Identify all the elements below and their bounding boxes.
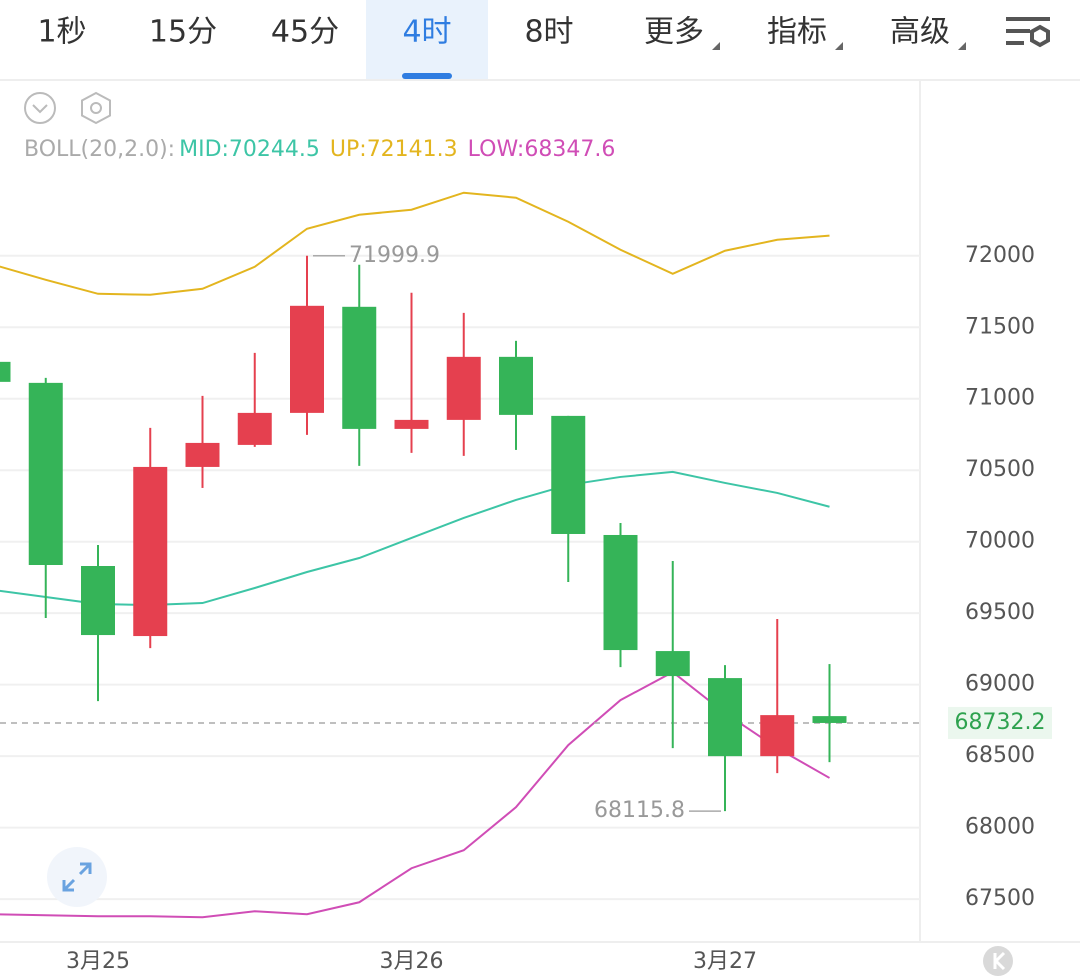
- boll-line: [0, 191, 830, 296]
- collapse-button[interactable]: [24, 92, 56, 124]
- candle-body: [28, 382, 63, 566]
- candle-body: [499, 356, 533, 415]
- arrow-shaft: [62, 878, 76, 892]
- tab-label: 8时: [524, 15, 573, 50]
- expand-button[interactable]: [47, 847, 107, 907]
- arrow-shaft: [78, 862, 92, 876]
- y-tick-label: 68000: [965, 815, 1035, 840]
- y-tick-label: 69500: [965, 600, 1035, 625]
- x-tick-label: 3月27: [693, 949, 757, 974]
- k-icon: [993, 951, 1006, 971]
- chevron: [32, 104, 48, 114]
- tab-label: 指标: [767, 15, 827, 50]
- tab[interactable]: 高级: [890, 15, 966, 51]
- candle-body: [0, 361, 11, 382]
- tab-highlight: [366, 0, 488, 80]
- tab[interactable]: 4时: [366, 0, 488, 80]
- icon-hex: [1030, 24, 1050, 48]
- dropdown-caret: [835, 42, 843, 50]
- tab-label: 45分: [271, 15, 339, 50]
- expand-icon: [62, 862, 92, 892]
- tab[interactable]: 1秒: [37, 15, 86, 50]
- max-annotation: 71999.9: [349, 243, 440, 268]
- last-price-label: 68732.2: [955, 710, 1046, 735]
- tab-label: 1秒: [37, 15, 86, 50]
- tab[interactable]: 15分: [149, 15, 217, 50]
- settings-icon[interactable]: [1006, 17, 1050, 48]
- tab-bar: 1秒 15分 45分 4时 8时 更多 指标 高级: [37, 0, 966, 80]
- candle-body: [812, 716, 847, 723]
- y-tick-label: 68500: [965, 743, 1035, 768]
- boll-line: [0, 670, 830, 919]
- candle-body: [551, 415, 586, 534]
- y-tick-label: 72000: [965, 243, 1035, 268]
- settings-hex-button[interactable]: [81, 91, 111, 125]
- x-tick-label: 3月26: [380, 949, 444, 974]
- hex-center: [90, 102, 102, 114]
- tab[interactable]: 8时: [524, 15, 573, 50]
- tab[interactable]: 45分: [271, 15, 339, 50]
- y-tick-label: 71500: [965, 314, 1035, 339]
- candle-body: [655, 651, 690, 677]
- candle-body: [237, 412, 272, 445]
- candle-body: [185, 442, 220, 467]
- y-tick-label: 69000: [965, 672, 1035, 697]
- candle-body: [133, 466, 168, 637]
- candle-body: [708, 678, 742, 757]
- plot-area: 68732.2 71999.9 68115.8: [0, 191, 1052, 919]
- candle-body: [290, 305, 324, 413]
- min-annotation: 68115.8: [594, 798, 685, 823]
- candle-body: [603, 534, 638, 651]
- x-tick-label: 3月25: [66, 949, 130, 974]
- tab-label: 更多: [644, 15, 704, 50]
- y-tick-label: 67500: [965, 886, 1035, 911]
- tab-indicator: [402, 73, 452, 79]
- tab-label: 15分: [149, 15, 217, 50]
- tab-label: 高级: [890, 15, 950, 50]
- y-tick-label: 70500: [965, 457, 1035, 482]
- legend-item: UP:72141.3: [330, 137, 458, 162]
- candle-body: [342, 306, 377, 429]
- boll-line: [0, 470, 830, 607]
- legend-item: LOW:68347.6: [468, 137, 616, 162]
- candle-body: [394, 419, 429, 429]
- y-tick-label: 71000: [965, 386, 1035, 411]
- tab[interactable]: 更多: [644, 15, 720, 51]
- tab[interactable]: 指标: [767, 15, 843, 51]
- dropdown-caret: [958, 42, 966, 50]
- legend-item: MID:70244.5: [179, 137, 320, 162]
- dropdown-caret: [712, 42, 720, 50]
- candle-body: [446, 356, 481, 420]
- y-tick-label: 70000: [965, 529, 1035, 554]
- indicator-label: BOLL(20,2.0):: [24, 137, 175, 162]
- candle-body: [760, 715, 795, 757]
- candle-body: [81, 566, 115, 636]
- last-price-box: [948, 706, 1052, 739]
- indicator-legend: BOLL(20,2.0): MID:70244.5 UP:72141.3 LOW:68…: [24, 137, 615, 162]
- tab-label: 4时: [402, 15, 451, 50]
